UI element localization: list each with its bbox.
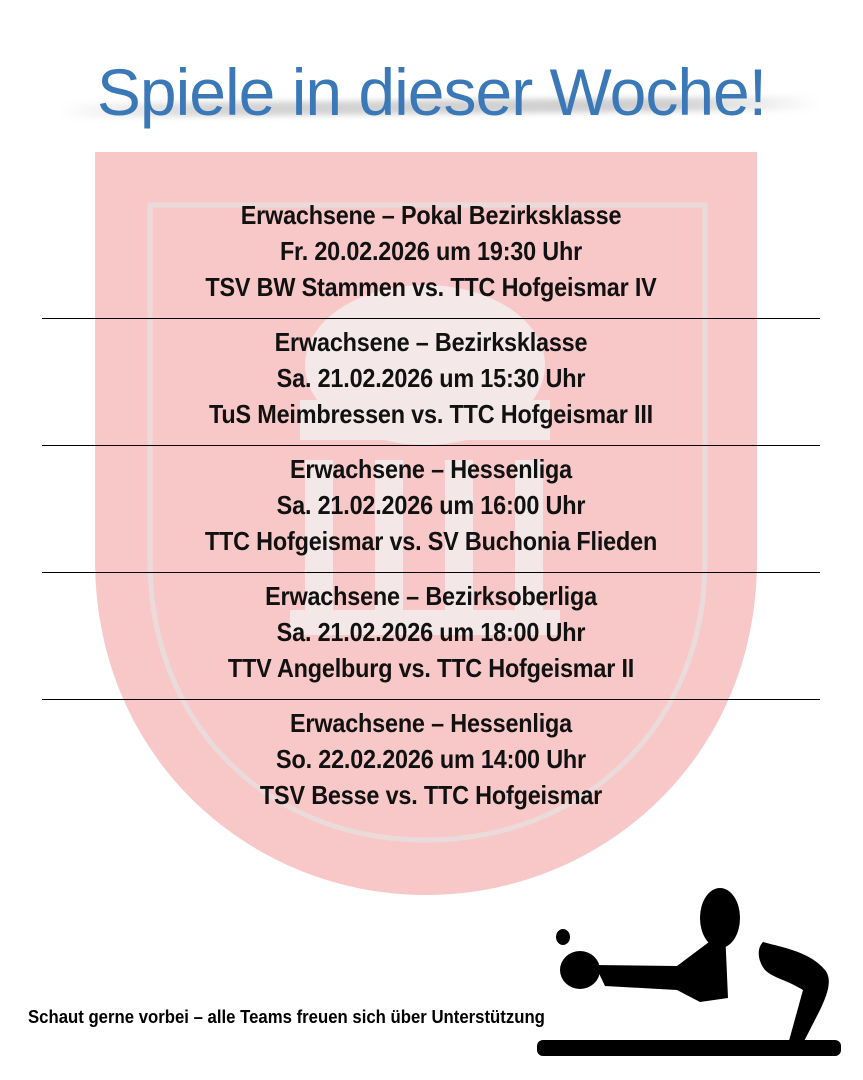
table-tennis-player-icon [537, 888, 841, 1056]
match-teams: TuS Meimbressen vs. TTC Hofgeismar III [209, 399, 653, 429]
match-teams: TTV Angelburg vs. TTC Hofgeismar II [227, 653, 635, 683]
match-league: Erwachsene – Hessenliga [289, 454, 573, 484]
match-item: Erwachsene – Hessenliga Sa. 21.02.2026 u… [42, 446, 820, 573]
match-datetime: Sa. 21.02.2026 um 18:00 Uhr [276, 617, 586, 647]
match-item: Erwachsene – Bezirksoberliga Sa. 21.02.2… [42, 573, 820, 700]
match-league: Erwachsene – Bezirksoberliga [265, 581, 597, 611]
page-title: Spiele in dieser Woche! [96, 55, 767, 129]
match-item: Erwachsene – Bezirksklasse Sa. 21.02.202… [42, 319, 820, 446]
match-league: Erwachsene – Hessenliga [289, 708, 573, 738]
match-teams: TSV BW Stammen vs. TTC Hofgeismar IV [205, 272, 657, 302]
match-item: Erwachsene – Pokal Bezirksklasse Fr. 20.… [42, 192, 820, 319]
match-list: Erwachsene – Pokal Bezirksklasse Fr. 20.… [42, 192, 820, 827]
match-datetime: So. 22.02.2026 um 14:00 Uhr [276, 744, 586, 774]
match-item: Erwachsene – Hessenliga So. 22.02.2026 u… [42, 700, 820, 827]
footer-text: Schaut gerne vorbei – alle Teams freuen … [28, 1007, 545, 1027]
match-league: Erwachsene – Bezirksklasse [274, 327, 588, 357]
match-datetime: Fr. 20.02.2026 um 19:30 Uhr [279, 236, 583, 266]
match-teams: TSV Besse vs. TTC Hofgeismar [259, 780, 603, 810]
match-teams: TTC Hofgeismar vs. SV Buchonia Flieden [204, 526, 658, 556]
match-league: Erwachsene – Pokal Bezirksklasse [240, 200, 622, 230]
match-datetime: Sa. 21.02.2026 um 16:00 Uhr [276, 490, 586, 520]
match-datetime: Sa. 21.02.2026 um 15:30 Uhr [276, 363, 586, 393]
